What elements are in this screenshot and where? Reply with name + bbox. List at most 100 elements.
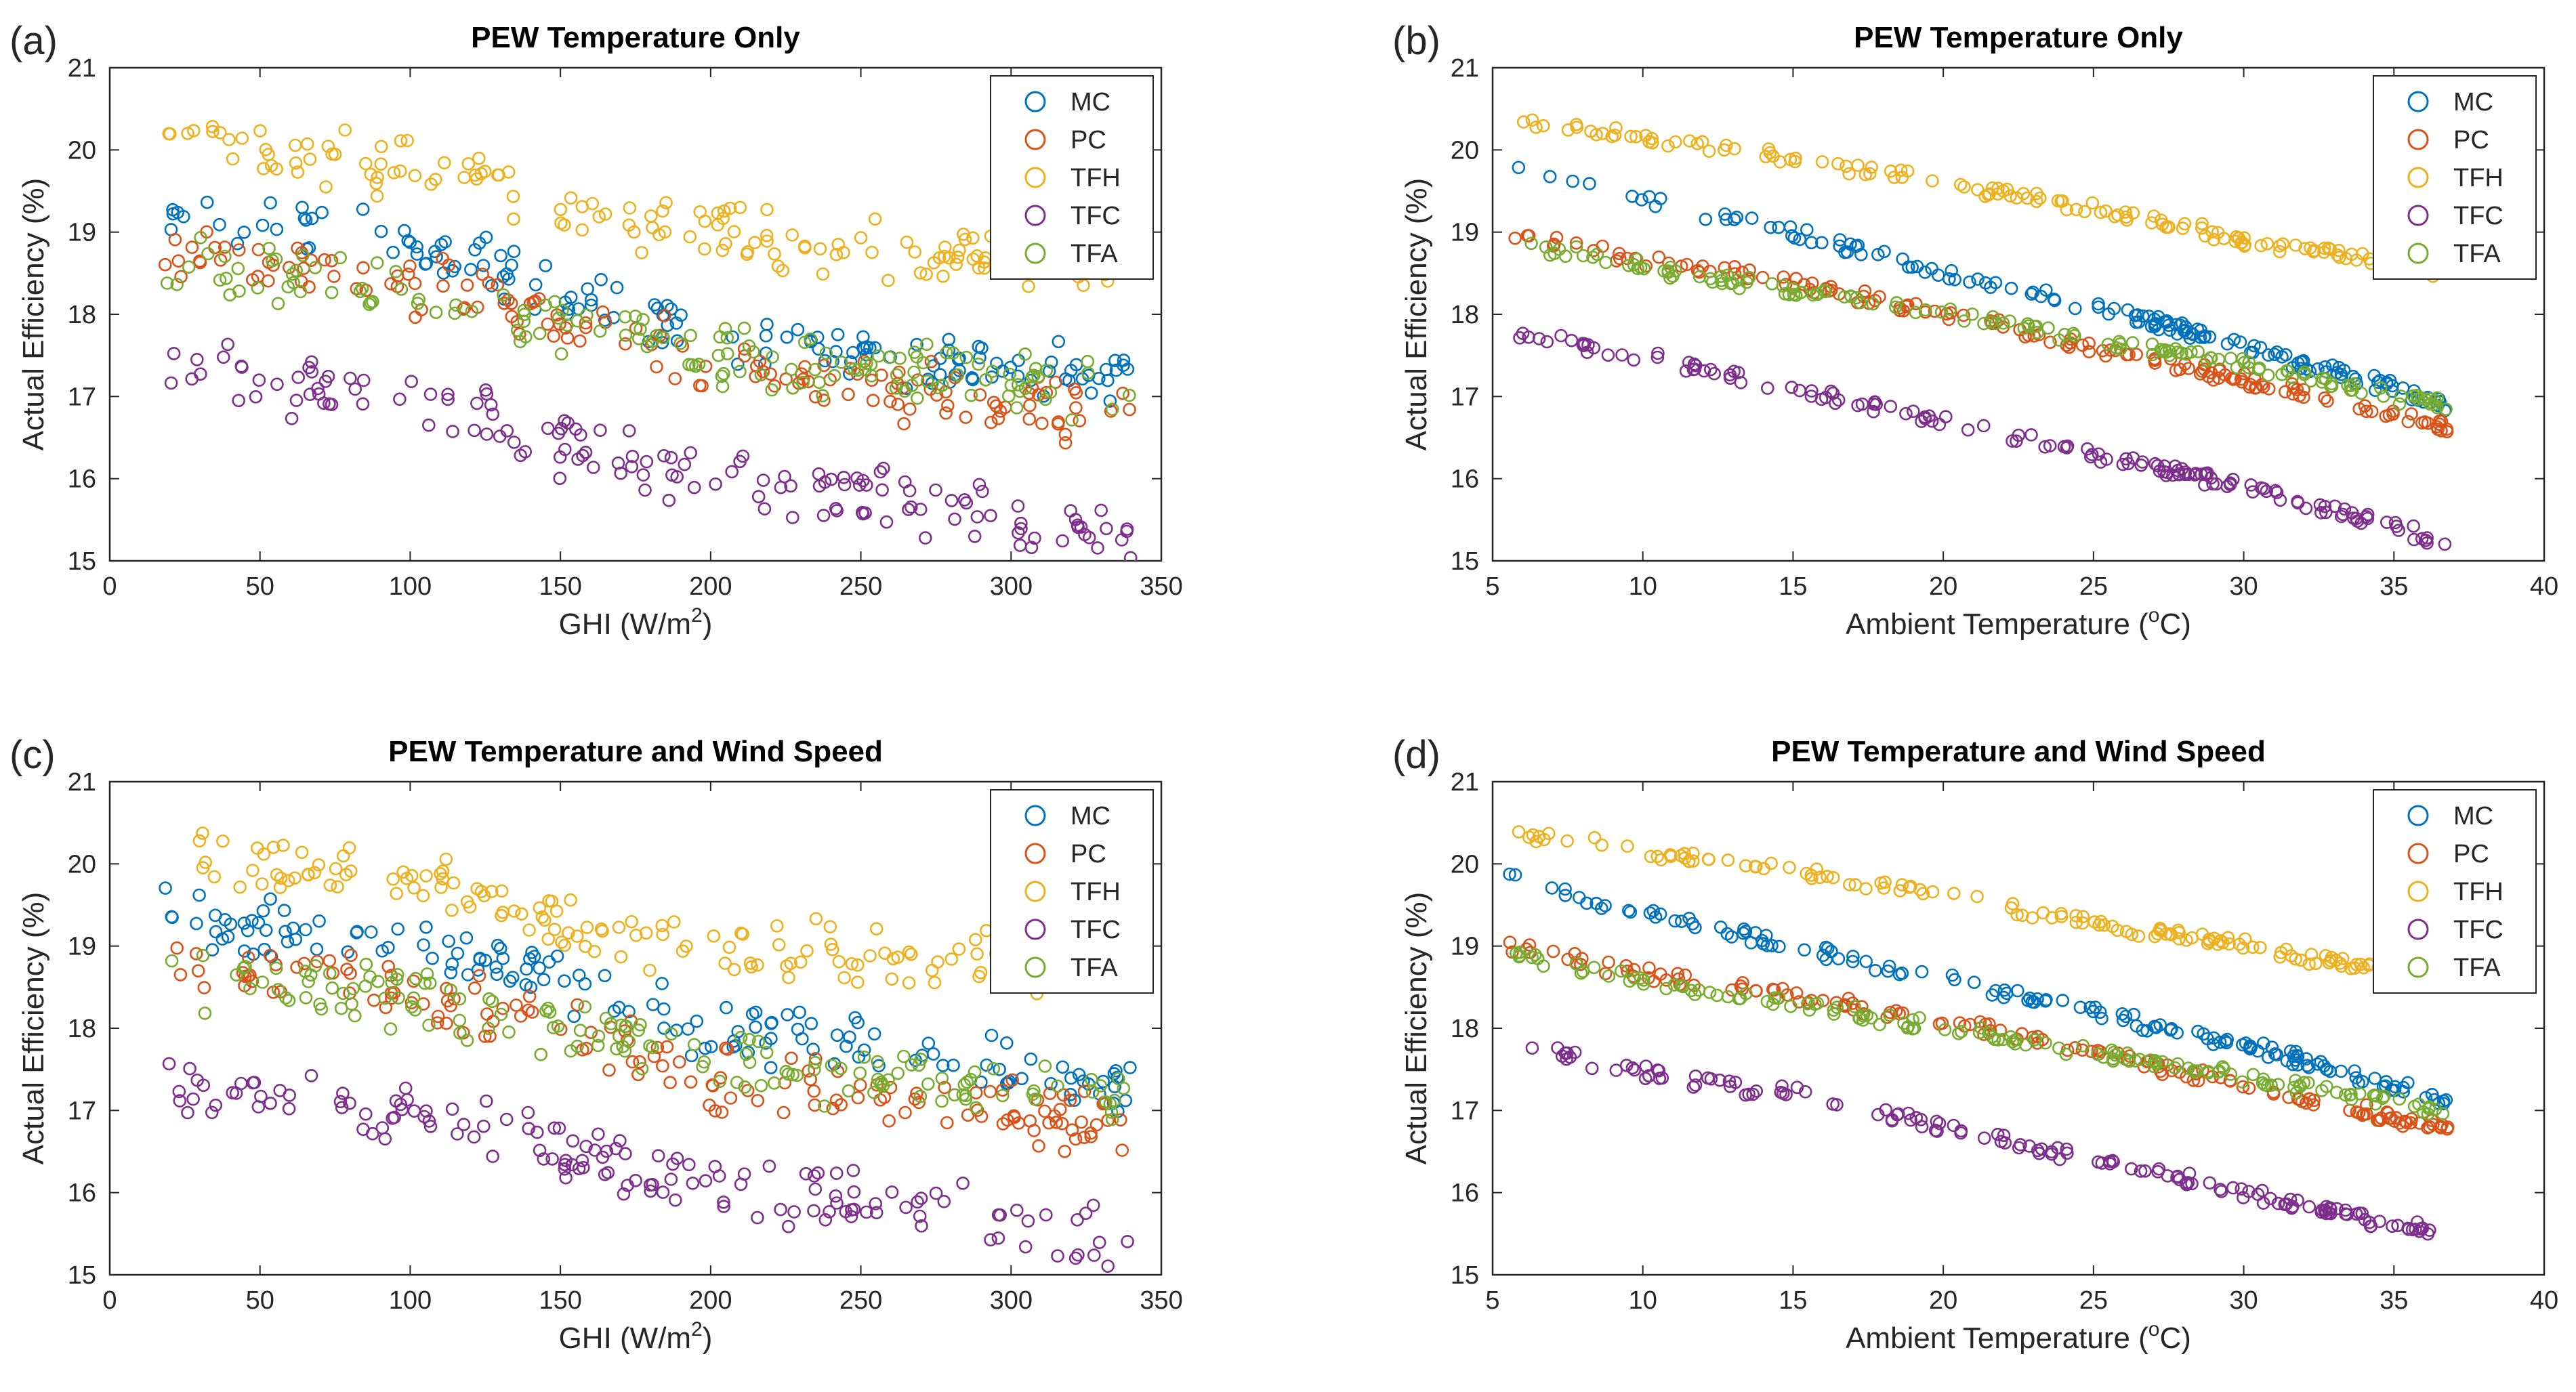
data-point: [1010, 401, 1024, 415]
data-point: [737, 321, 751, 335]
data-point: [768, 247, 781, 261]
data-point: [686, 1177, 700, 1190]
data-point: [952, 942, 966, 956]
data-point: [177, 209, 190, 224]
data-point: [715, 243, 730, 257]
data-point: [2157, 465, 2171, 479]
data-point: [1625, 189, 1639, 203]
data-point: [505, 971, 520, 984]
data-point: [238, 960, 252, 973]
data-point: [333, 251, 348, 265]
data-point: [170, 278, 184, 291]
data-point: [1639, 129, 1653, 142]
data-point: [1661, 139, 1675, 153]
data-point: [618, 310, 632, 324]
data-point: [291, 371, 306, 384]
data-point: [374, 140, 388, 154]
data-point: [541, 317, 555, 331]
data-point: [2386, 1219, 2399, 1233]
data-point: [972, 261, 986, 275]
data-point: [650, 1040, 665, 1055]
data-point: [812, 375, 826, 389]
data-point: [903, 402, 917, 416]
data-point: [1027, 1084, 1041, 1098]
data-point: [186, 1092, 200, 1106]
data-point: [868, 212, 882, 226]
data-point: [657, 309, 671, 322]
data-point: [304, 968, 318, 982]
data-point: [476, 1119, 491, 1133]
data-point: [1001, 389, 1016, 403]
data-point: [2226, 472, 2240, 486]
data-point: [2155, 1055, 2169, 1069]
data-point: [1595, 838, 1608, 852]
data-point: [164, 376, 178, 390]
data-point: [745, 960, 758, 974]
data-point: [1737, 922, 1751, 936]
data-point: [1650, 849, 1664, 863]
data-point: [2010, 434, 2023, 448]
data-point: [1957, 314, 1971, 328]
data-point: [200, 195, 214, 209]
data-point: [191, 964, 205, 977]
data-point: [2125, 1162, 2138, 1176]
data-point: [1815, 236, 1829, 250]
data-point: [1064, 1071, 1078, 1085]
data-point: [1878, 875, 1892, 889]
data-point: [1108, 354, 1122, 368]
data-point: [552, 311, 566, 325]
data-point: [534, 1047, 548, 1061]
data-point: [779, 372, 793, 386]
data-point: [727, 963, 741, 977]
data-point: [1003, 360, 1018, 375]
y-tick-label: 16: [68, 1179, 96, 1208]
data-point: [165, 910, 179, 925]
data-point: [222, 133, 236, 146]
data-point: [696, 1059, 709, 1074]
data-point: [174, 270, 188, 284]
data-point: [1728, 142, 1741, 156]
x-axis-label-text: GHI (W/m: [559, 608, 692, 641]
legend-label-tfc: TFC: [2453, 202, 2504, 230]
data-point: [843, 1030, 856, 1044]
data-point: [1109, 1064, 1123, 1078]
data-point: [808, 1055, 822, 1070]
data-point: [476, 268, 490, 281]
data-point: [850, 471, 864, 485]
data-point: [436, 872, 450, 886]
x-tick-label: 30: [2229, 572, 2258, 601]
data-point: [2125, 336, 2140, 350]
data-point: [196, 861, 210, 874]
data-point: [968, 529, 982, 543]
data-point: [996, 1083, 1010, 1097]
data-point: [852, 478, 867, 492]
data-point: [439, 852, 453, 866]
data-point: [1525, 1041, 1539, 1055]
data-point: [321, 140, 335, 153]
data-point: [318, 253, 331, 267]
data-point: [1967, 975, 1981, 989]
data-point: [644, 1184, 658, 1198]
data-point: [2024, 287, 2039, 301]
data-point: [1744, 936, 1758, 950]
data-point: [394, 282, 409, 296]
data-point: [890, 368, 904, 382]
data-point: [1745, 211, 1759, 225]
data-point: [1050, 1116, 1063, 1129]
data-point: [1058, 436, 1073, 450]
data-point: [378, 991, 392, 1005]
data-point: [2285, 377, 2299, 391]
data-point: [664, 1173, 678, 1186]
data-point: [2023, 991, 2037, 1005]
data-point: [2021, 994, 2035, 1007]
x-axis-label-text: Ambient Temperature (: [1846, 608, 2148, 641]
data-point: [657, 331, 670, 345]
data-point: [348, 382, 362, 396]
data-point: [1018, 347, 1032, 361]
data-point: [252, 373, 266, 387]
data-point: [995, 364, 1010, 378]
data-point: [374, 157, 388, 171]
y-tick-label: 18: [1451, 301, 1479, 329]
